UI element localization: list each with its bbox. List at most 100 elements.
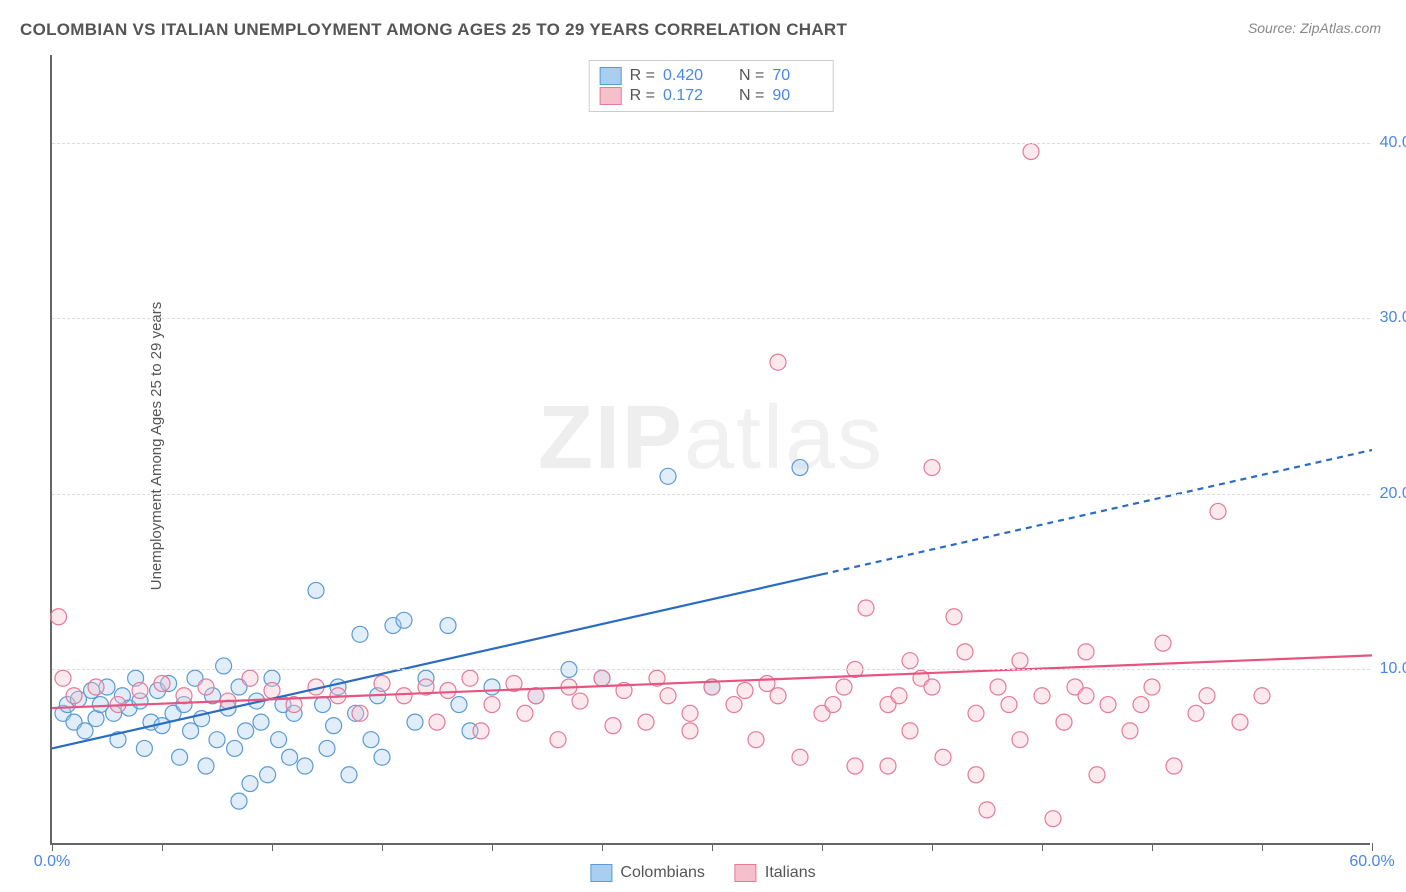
data-point — [770, 354, 786, 370]
data-point — [88, 679, 104, 695]
gridline — [52, 143, 1370, 144]
data-point — [847, 758, 863, 774]
data-point — [238, 723, 254, 739]
legend-item-italians: Italians — [735, 864, 816, 882]
data-point — [935, 749, 951, 765]
data-point — [528, 688, 544, 704]
x-tick — [932, 843, 933, 851]
legend-label: Italians — [765, 864, 816, 882]
data-point — [1001, 697, 1017, 713]
data-point — [770, 688, 786, 704]
legend-row-colombians: R = 0.420 N = 70 — [600, 67, 823, 85]
legend-row-italians: R = 0.172 N = 90 — [600, 87, 823, 105]
data-point — [1056, 714, 1072, 730]
data-point — [1078, 644, 1094, 660]
x-tick — [712, 843, 713, 851]
data-point — [737, 683, 753, 699]
data-point — [473, 723, 489, 739]
data-point — [264, 683, 280, 699]
x-tick — [1152, 843, 1153, 851]
chart-title: COLOMBIAN VS ITALIAN UNEMPLOYMENT AMONG … — [20, 20, 847, 40]
data-point — [462, 670, 478, 686]
data-point — [308, 582, 324, 598]
data-point — [1089, 767, 1105, 783]
data-point — [407, 714, 423, 730]
data-point — [1188, 705, 1204, 721]
data-point — [979, 802, 995, 818]
n-label: N = — [739, 67, 764, 85]
data-point — [902, 723, 918, 739]
gridline — [52, 669, 1370, 670]
data-point — [1199, 688, 1215, 704]
x-tick — [492, 843, 493, 851]
r-value: 0.420 — [663, 67, 713, 85]
x-tick — [272, 843, 273, 851]
data-point — [66, 688, 82, 704]
data-point — [260, 767, 276, 783]
data-point — [638, 714, 654, 730]
r-label: R = — [630, 87, 655, 105]
n-label: N = — [739, 87, 764, 105]
r-value: 0.172 — [663, 87, 713, 105]
data-point — [297, 758, 313, 774]
data-point — [154, 675, 170, 691]
data-point — [231, 793, 247, 809]
data-point — [176, 688, 192, 704]
source-attribution: Source: ZipAtlas.com — [1248, 20, 1381, 36]
data-point — [902, 653, 918, 669]
data-point — [946, 609, 962, 625]
data-point — [858, 600, 874, 616]
data-point — [451, 697, 467, 713]
data-point — [136, 740, 152, 756]
x-tick-label: 0.0% — [34, 853, 70, 871]
data-point — [726, 697, 742, 713]
y-tick-label: 40.0% — [1380, 134, 1406, 152]
data-point — [517, 705, 533, 721]
data-point — [242, 670, 258, 686]
data-point — [924, 460, 940, 476]
data-point — [1133, 697, 1149, 713]
data-point — [1012, 732, 1028, 748]
data-point — [55, 670, 71, 686]
data-point — [51, 609, 67, 625]
correlation-legend: R = 0.420 N = 70 R = 0.172 N = 90 — [589, 60, 834, 112]
data-point — [363, 732, 379, 748]
data-point — [132, 683, 148, 699]
data-point — [242, 776, 258, 792]
data-point — [1034, 688, 1050, 704]
data-point — [172, 749, 188, 765]
x-tick — [822, 843, 823, 851]
data-point — [891, 688, 907, 704]
x-tick-label: 60.0% — [1349, 853, 1394, 871]
x-tick — [1262, 843, 1263, 851]
data-point — [198, 679, 214, 695]
data-point — [216, 658, 232, 674]
data-point — [1155, 635, 1171, 651]
n-value: 90 — [772, 87, 822, 105]
data-point — [572, 693, 588, 709]
data-point — [792, 460, 808, 476]
data-point — [352, 626, 368, 642]
n-value: 70 — [772, 67, 822, 85]
data-point — [315, 697, 331, 713]
data-point — [484, 697, 500, 713]
gridline — [52, 494, 1370, 495]
x-tick — [602, 843, 603, 851]
data-point — [792, 749, 808, 765]
data-point — [374, 749, 390, 765]
data-point — [1078, 688, 1094, 704]
data-point — [271, 732, 287, 748]
data-point — [1254, 688, 1270, 704]
data-point — [352, 705, 368, 721]
data-point — [594, 670, 610, 686]
r-label: R = — [630, 67, 655, 85]
data-point — [968, 705, 984, 721]
data-point — [209, 732, 225, 748]
legend-label: Colombians — [620, 864, 704, 882]
swatch-colombians-icon — [590, 864, 612, 882]
y-tick-label: 30.0% — [1380, 309, 1406, 327]
data-point — [957, 644, 973, 660]
data-point — [682, 705, 698, 721]
swatch-colombians — [600, 67, 622, 85]
data-point — [396, 612, 412, 628]
